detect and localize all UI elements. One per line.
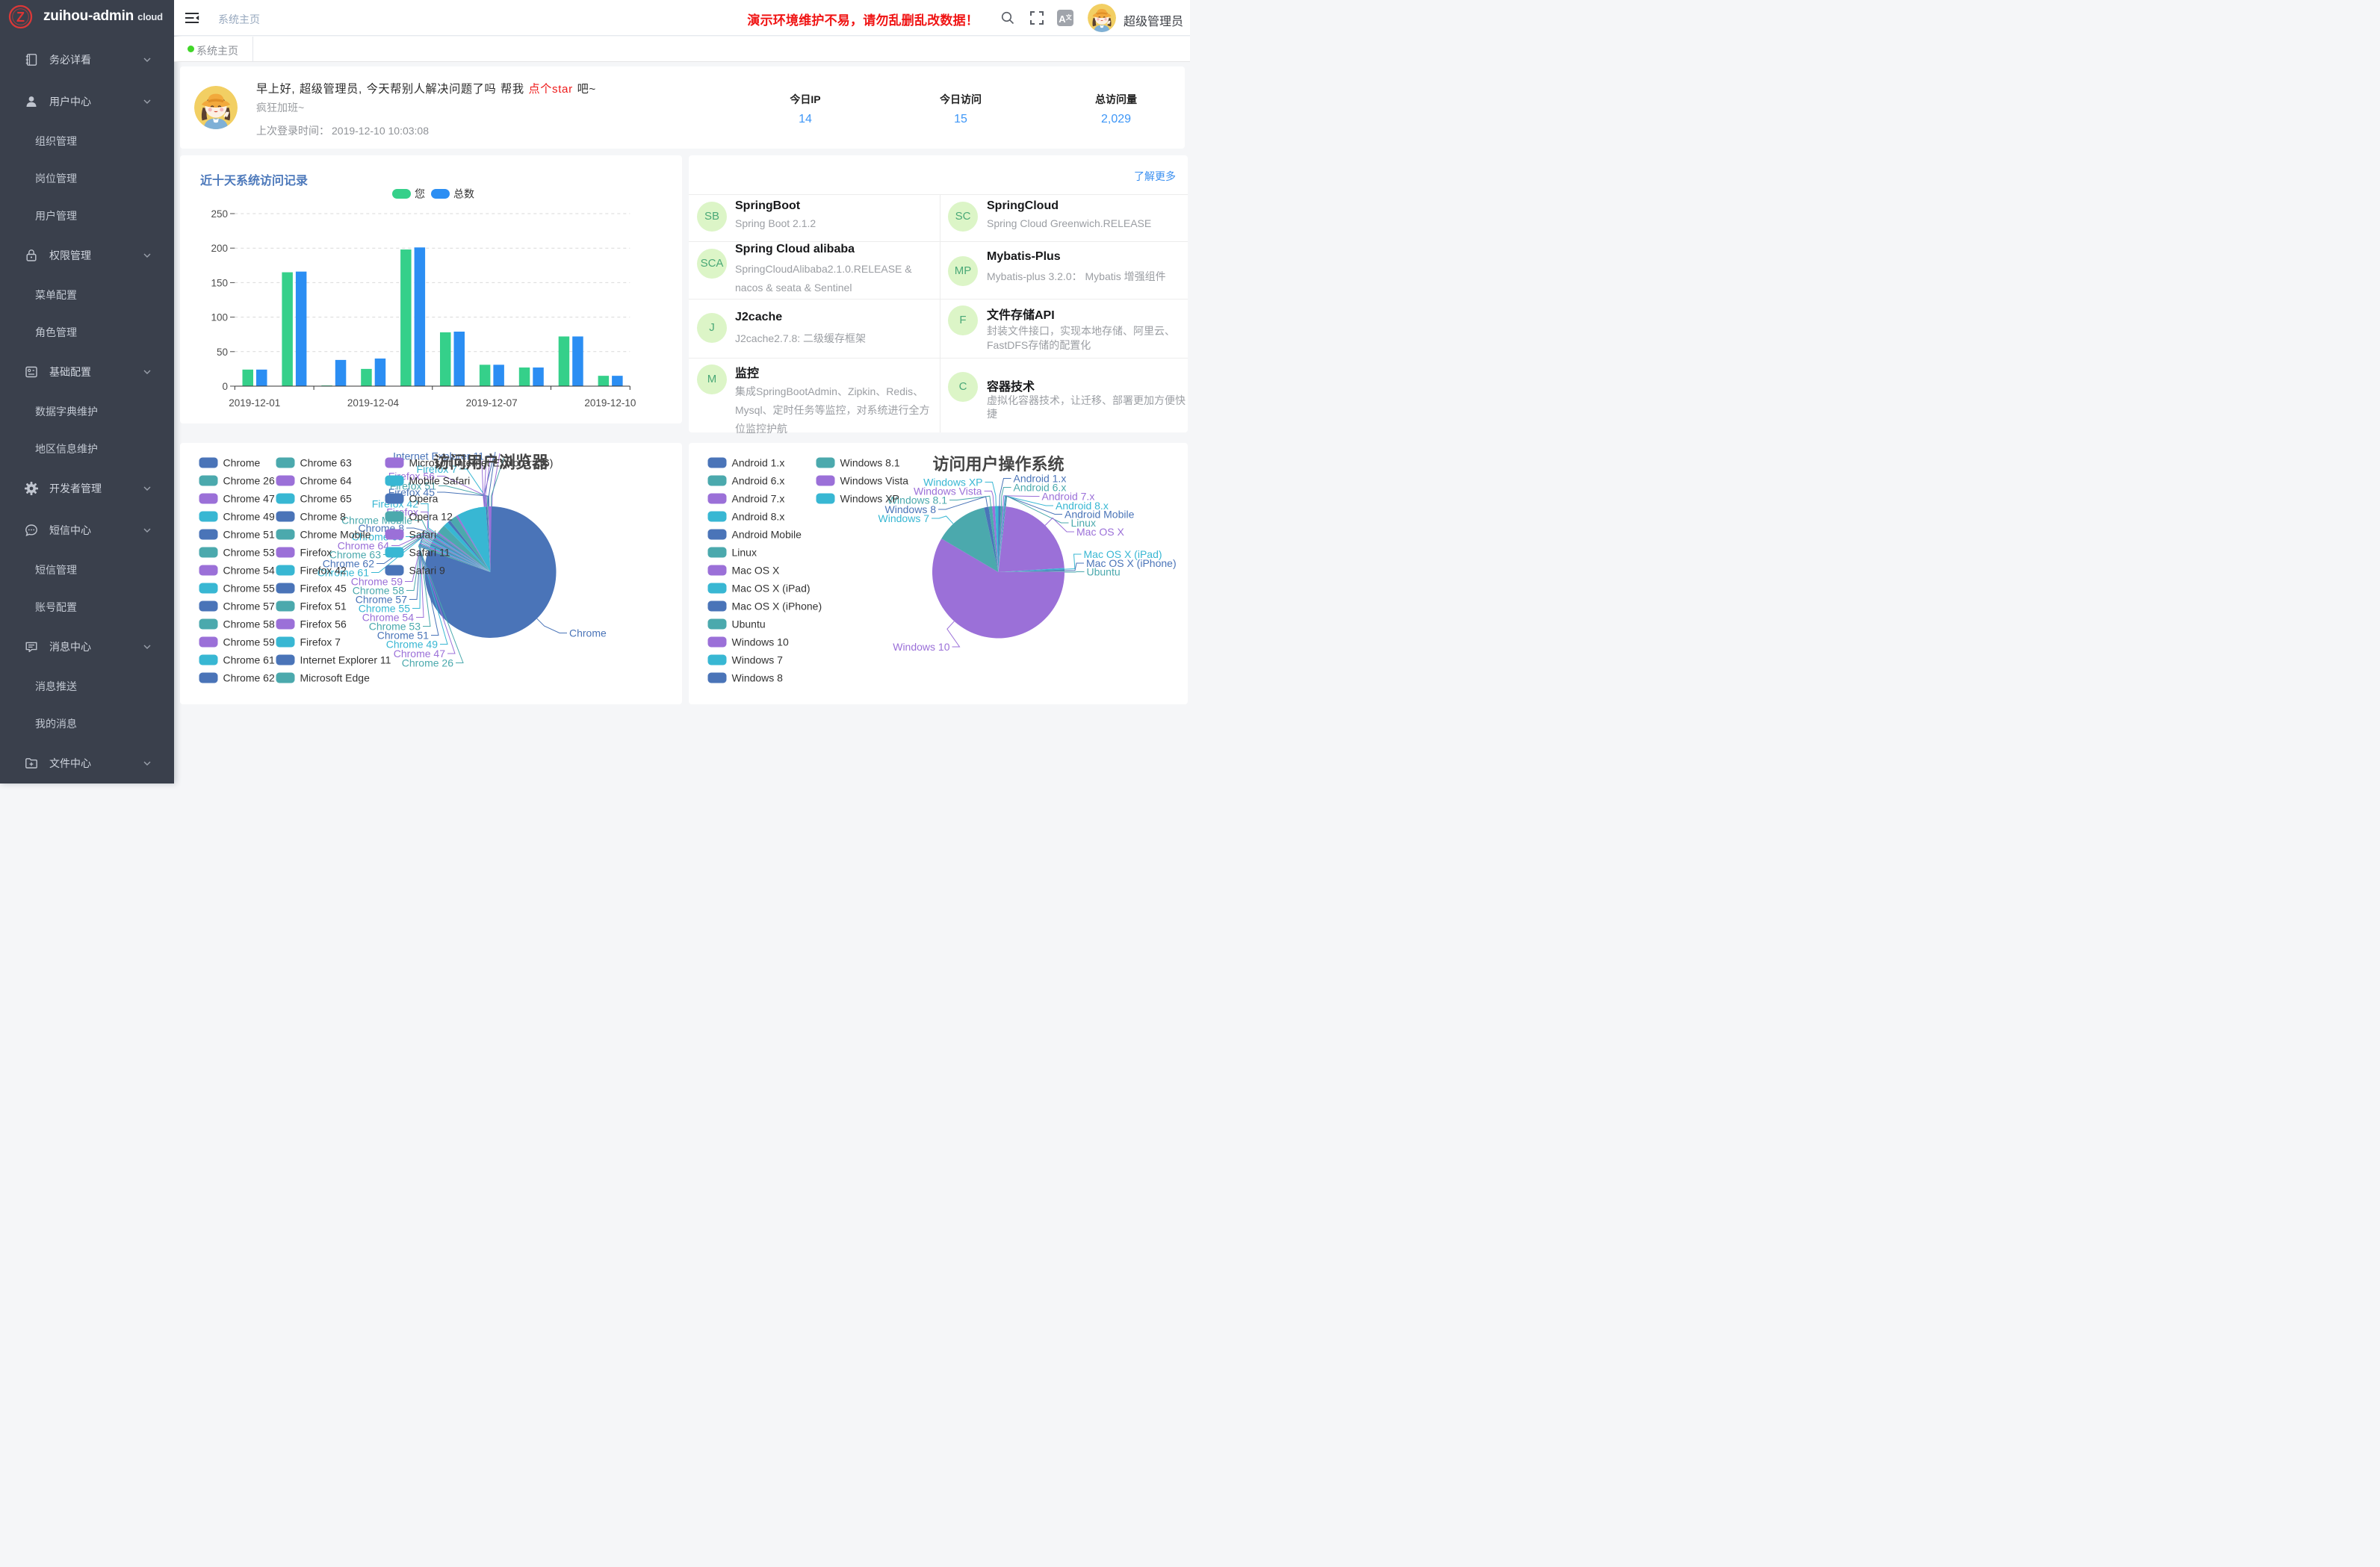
- svg-text:Z: Z: [16, 10, 25, 25]
- svg-text:Android Mobile: Android Mobile: [732, 529, 802, 541]
- svg-text:总数: 总数: [453, 188, 474, 200]
- svg-text:Chrome 63: Chrome 63: [300, 457, 352, 469]
- svg-text:0: 0: [222, 381, 228, 392]
- svg-text:Chrome 59: Chrome 59: [223, 636, 275, 648]
- svg-text:Chrome 59: Chrome 59: [351, 576, 403, 588]
- svg-text:Chrome 26: Chrome 26: [402, 657, 453, 669]
- svg-text:Chrome 53: Chrome 53: [223, 547, 275, 559]
- svg-text:Chrome 8: Chrome 8: [300, 511, 347, 523]
- svg-text:Windows 8: Windows 8: [732, 672, 784, 684]
- svg-text:Android 7.x: Android 7.x: [1042, 491, 1095, 503]
- svg-text:Chrome 51: Chrome 51: [223, 529, 275, 541]
- svg-text:Microsoft Edge: Microsoft Edge: [300, 672, 371, 684]
- svg-text:Windows XP: Windows XP: [840, 493, 899, 505]
- svg-text:250: 250: [211, 208, 228, 220]
- svg-text:Windows 7: Windows 7: [878, 512, 930, 524]
- svg-text:Windows XP: Windows XP: [923, 477, 982, 488]
- svg-text:Chrome 57: Chrome 57: [223, 601, 275, 612]
- svg-text:访问用户浏览器: 访问用户浏览器: [433, 453, 549, 472]
- svg-text:Chrome 51: Chrome 51: [377, 630, 429, 642]
- svg-text:近十天系统访问记录: 近十天系统访问记录: [200, 173, 308, 187]
- svg-text:Chrome: Chrome: [223, 457, 261, 469]
- svg-text:Firefox: Firefox: [300, 547, 332, 559]
- svg-text:Chrome 62: Chrome 62: [323, 558, 374, 570]
- svg-text:2019-12-04: 2019-12-04: [347, 397, 400, 409]
- svg-text:Firefox 56: Firefox 56: [300, 618, 347, 630]
- svg-text:Chrome 47: Chrome 47: [223, 493, 275, 505]
- svg-text:Chrome Mobile: Chrome Mobile: [300, 529, 371, 541]
- svg-text:Windows 10: Windows 10: [893, 641, 949, 653]
- svg-text:Chrome 64: Chrome 64: [300, 475, 352, 487]
- svg-text:Opera: Opera: [409, 493, 438, 505]
- svg-text:Android 7.x: Android 7.x: [732, 493, 785, 505]
- svg-text:Internet Explorer 11: Internet Explorer 11: [300, 654, 391, 666]
- svg-text:您: 您: [415, 188, 425, 200]
- svg-text:Android Mobile: Android Mobile: [1065, 509, 1135, 521]
- svg-text:Firefox 51: Firefox 51: [300, 601, 347, 612]
- svg-text:访问用户操作系统: 访问用户操作系统: [932, 455, 1064, 474]
- svg-text:Opera 12: Opera 12: [409, 511, 453, 523]
- svg-text:2019-12-10: 2019-12-10: [584, 397, 636, 409]
- svg-text:50: 50: [217, 347, 228, 358]
- svg-text:Windows 8.1: Windows 8.1: [887, 494, 947, 506]
- svg-text:Linux: Linux: [732, 547, 757, 559]
- svg-text:Mobile Safari: Mobile Safari: [409, 475, 471, 487]
- svg-text:Chrome 53: Chrome 53: [369, 621, 421, 633]
- svg-text:Mac OS X: Mac OS X: [732, 565, 780, 577]
- svg-text:Chrome 57: Chrome 57: [356, 594, 407, 606]
- svg-text:2019-12-07: 2019-12-07: [466, 397, 518, 409]
- svg-text:Ubuntu: Ubuntu: [732, 618, 766, 630]
- svg-text:Firefox 7: Firefox 7: [300, 636, 341, 648]
- svg-text:Android 6.x: Android 6.x: [1014, 482, 1067, 494]
- svg-text:Windows 10: Windows 10: [732, 636, 789, 648]
- svg-text:Ubuntu: Ubuntu: [1087, 566, 1121, 578]
- svg-text:Safari 11: Safari 11: [409, 547, 450, 559]
- svg-text:100: 100: [211, 312, 228, 323]
- svg-text:Chrome 47: Chrome 47: [394, 648, 445, 660]
- svg-text:Firefox 42: Firefox 42: [300, 565, 347, 577]
- svg-text:Chrome 58: Chrome 58: [353, 585, 404, 597]
- svg-text:Chrome 54: Chrome 54: [223, 565, 275, 577]
- svg-text:Internet Explorer 11: Internet Explorer 11: [393, 450, 484, 462]
- svg-text:Linux: Linux: [1071, 517, 1096, 529]
- svg-text:Windows Vista: Windows Vista: [914, 485, 982, 497]
- svg-text:Mac OS X (iPhone): Mac OS X (iPhone): [732, 601, 822, 612]
- svg-text:Mac OS X (iPhone): Mac OS X (iPhone): [1086, 557, 1177, 569]
- svg-text:Chrome 54: Chrome 54: [362, 612, 414, 624]
- svg-text:Chrome 65: Chrome 65: [300, 493, 352, 505]
- svg-text:200: 200: [211, 243, 228, 254]
- svg-text:Android 8.x: Android 8.x: [732, 511, 785, 523]
- svg-text:Windows 7: Windows 7: [732, 654, 784, 666]
- svg-text:Mac OS X (iPad): Mac OS X (iPad): [732, 583, 811, 595]
- svg-text:Firefox 7: Firefox 7: [417, 463, 458, 475]
- svg-text:Android 6.x: Android 6.x: [732, 475, 785, 487]
- svg-text:Microsoft Internet Explorer (1: Microsoft Internet Explorer (16): [409, 457, 554, 469]
- svg-text:Chrome 62: Chrome 62: [223, 672, 275, 684]
- svg-text:Chrome 26: Chrome 26: [223, 475, 275, 487]
- svg-text:Windows Vista: Windows Vista: [840, 475, 909, 487]
- svg-text:Windows 8.1: Windows 8.1: [840, 457, 900, 469]
- svg-text:Safari: Safari: [409, 529, 437, 541]
- svg-text:Chrome 49: Chrome 49: [223, 511, 275, 523]
- svg-text:Windows 8: Windows 8: [885, 503, 937, 515]
- svg-text:Mac OS X (iPad): Mac OS X (iPad): [1084, 548, 1162, 560]
- svg-text:Firefox 45: Firefox 45: [300, 583, 347, 595]
- svg-text:Chrome 55: Chrome 55: [223, 583, 275, 595]
- svg-text:Chrome 63: Chrome 63: [329, 549, 381, 561]
- svg-text:Android 1.x: Android 1.x: [732, 457, 785, 469]
- svg-text:Chrome 61: Chrome 61: [223, 654, 275, 666]
- svg-text:Android 8.x: Android 8.x: [1056, 500, 1109, 512]
- svg-text:Chrome 58: Chrome 58: [223, 618, 275, 630]
- svg-text:150: 150: [211, 277, 228, 288]
- svg-text:Chrome 64: Chrome 64: [338, 540, 389, 552]
- svg-text:Chrome 49: Chrome 49: [386, 639, 438, 651]
- svg-text:Chrome: Chrome: [569, 627, 607, 639]
- svg-text:2019-12-01: 2019-12-01: [229, 397, 280, 409]
- svg-text:Chrome 61: Chrome 61: [317, 567, 369, 579]
- svg-text:Android 1.x: Android 1.x: [1014, 473, 1067, 485]
- svg-text:Mac OS X: Mac OS X: [1076, 526, 1124, 538]
- svg-text:Safari 9: Safari 9: [409, 565, 445, 577]
- svg-text:Chrome 55: Chrome 55: [359, 603, 410, 615]
